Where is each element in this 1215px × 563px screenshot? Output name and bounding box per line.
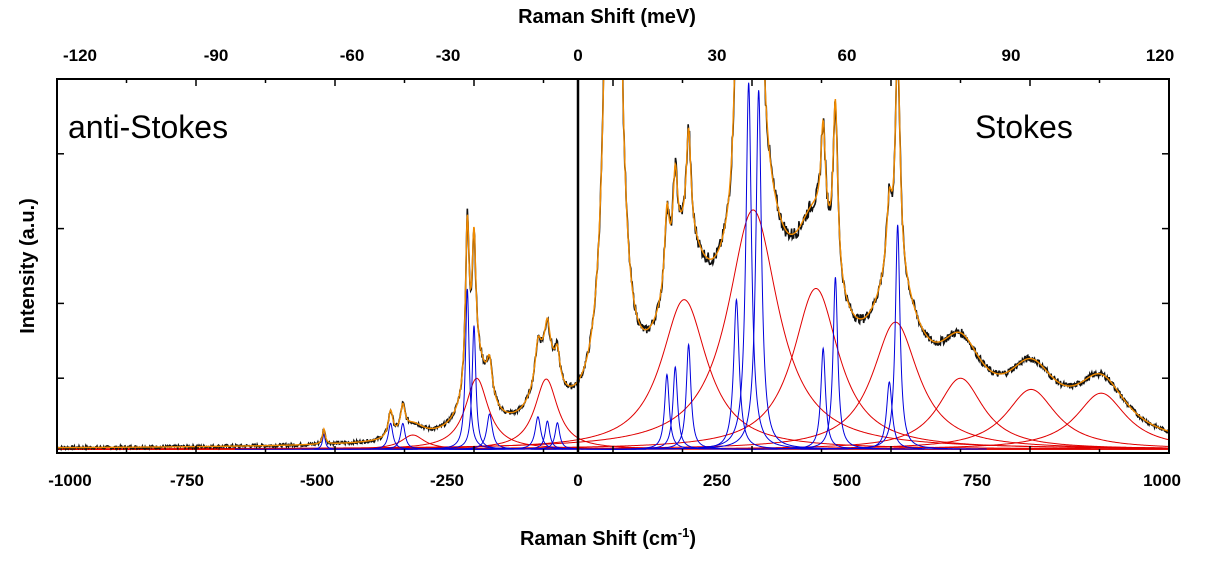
anti-stokes-label: anti-Stokes	[68, 109, 228, 145]
top-axis-labels: -120 -90 -60 -30 0 30 60 90 120	[63, 46, 1174, 65]
top-tick-label: 60	[838, 46, 857, 65]
bottom-tick-label: -750	[170, 471, 204, 490]
top-tick-label: 90	[1002, 46, 1021, 65]
broad-peak-component	[57, 321, 1169, 450]
bottom-tick-label: 750	[963, 471, 991, 490]
top-tick-label: -30	[436, 46, 461, 65]
y-axis-title: Intensity (a.u.)	[17, 198, 39, 334]
total-fit-curve	[57, 79, 1169, 449]
top-tick-label: -120	[63, 46, 97, 65]
narrow-peak-component	[586, 365, 765, 450]
top-axis-title: Raman Shift (meV)	[518, 6, 696, 28]
stokes-label: Stokes	[975, 109, 1073, 145]
bottom-tick-label: 0	[573, 471, 582, 490]
bottom-tick-label: -500	[300, 471, 334, 490]
bottom-tick-label: 250	[703, 471, 731, 490]
bottom-tick-label: -1000	[48, 471, 91, 490]
bottom-axis-title: Raman Shift (cm-1)	[520, 525, 696, 550]
bottom-axis-labels: -1000 -750 -500 -250 0 250 500 750 1000	[48, 471, 1181, 490]
broad-peak-component	[57, 288, 1169, 450]
broad-peak-component	[57, 388, 1169, 450]
axis-ticks	[56, 79, 1170, 453]
bottom-axis-title-superscript: -1	[678, 525, 690, 540]
top-tick-label: -90	[204, 46, 229, 65]
bottom-axis-title-close: )	[689, 528, 696, 550]
broad-peak-component	[57, 209, 1169, 450]
top-tick-label: 0	[573, 46, 582, 65]
experimental-data-trace	[57, 79, 1169, 452]
top-tick-label: 120	[1146, 46, 1174, 65]
narrow-peak-component	[313, 422, 492, 450]
narrow-peak-component	[734, 346, 913, 450]
narrow-peak-component	[378, 288, 557, 450]
narrow-peak-component	[746, 277, 925, 450]
narrow-peak-component	[808, 224, 987, 450]
narrow-peak-component	[400, 413, 579, 450]
bottom-tick-label: -250	[430, 471, 464, 490]
narrow-peak-component	[669, 90, 848, 450]
top-tick-label: 30	[708, 46, 727, 65]
top-tick-label: -60	[340, 46, 365, 65]
narrow-peak-component	[468, 422, 647, 450]
bottom-axis-title-main: Raman Shift (cm	[520, 528, 678, 550]
narrow-peak-component	[577, 373, 756, 450]
bottom-tick-label: 500	[833, 471, 861, 490]
bottom-tick-label: 1000	[1143, 471, 1181, 490]
spectrum-curves	[57, 79, 1169, 452]
